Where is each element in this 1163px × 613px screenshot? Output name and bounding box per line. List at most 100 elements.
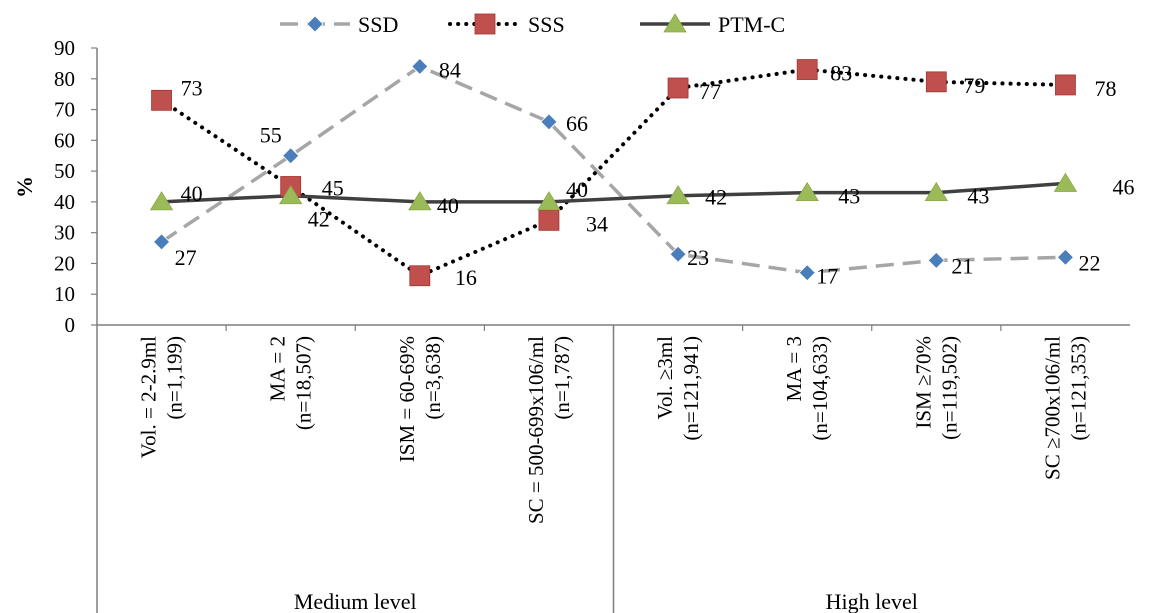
series-line-sss [159, 67, 1068, 279]
y-tick-label: 20 [54, 251, 75, 275]
category-label-7: ISM ≥70%(n=119,502) [911, 336, 961, 440]
category-label-line: (n=121,353) [1066, 336, 1090, 441]
y-tick-label: 50 [54, 159, 75, 183]
category-label-line: (n=104,633) [808, 336, 832, 441]
legend-marker-sss [474, 13, 496, 35]
category-label-line: (n=121,941) [679, 336, 703, 441]
y-tick-label: 10 [54, 282, 75, 306]
marker-ptm-c-5 [666, 184, 690, 205]
category-label-line: (n=1,787) [550, 336, 574, 420]
category-label-2: MA = 2(n=18,507) [266, 336, 316, 430]
marker-sss-4 [538, 209, 560, 231]
axes: 0 10 20 30 40 50 60 70 80 90 Vol. = 2-2.9ml(n=1,19… [54, 36, 1130, 613]
data-label-ptm-c-7: 43 [967, 184, 989, 209]
category-label-line: SC = 500-699x106/ml [524, 336, 548, 524]
legend: SSD SSS PTM-C [280, 12, 785, 37]
y-tick-label: 0 [65, 313, 76, 337]
marker-ptm-c-4 [537, 191, 561, 211]
marker-ssd-3 [411, 57, 429, 76]
marker-ptm-c-1 [149, 191, 174, 211]
category-label-1: Vol. = 2-2.9ml(n=1,199) [137, 336, 187, 458]
legend-label-ssd: SSD [358, 12, 398, 37]
group-label-medium-level: Medium level [294, 589, 417, 613]
category-label-4: SC = 500-699x106/ml(n=1,787) [524, 336, 574, 524]
data-label-ssd-6: 17 [816, 264, 838, 289]
marker-ssd-5 [669, 245, 687, 263]
marker-sss-5 [667, 77, 689, 99]
category-label-3: ISM = 60-69%(n=3,638) [395, 336, 445, 462]
y-axis-label: % [12, 176, 37, 198]
category-label-line: (n=3,638) [421, 336, 445, 420]
series-line-ssd [160, 64, 1066, 275]
marker-ptm-c-3 [408, 191, 432, 211]
marker-sss-6 [796, 59, 818, 80]
series-line-ptm-c [161, 181, 1066, 204]
category-label-line: SC ≥700x106/ml [1040, 336, 1064, 480]
data-label-sss-7: 79 [963, 73, 985, 98]
data-label-ssd-5: 23 [687, 245, 709, 270]
data-label-ptm-c-5: 42 [705, 185, 727, 210]
legend-marker-ssd [306, 15, 324, 33]
data-label-sss-3: 16 [455, 265, 477, 290]
group-label-high-level: High level [826, 589, 918, 613]
category-label-line: ISM = 60-69% [395, 336, 419, 462]
legend-label-sss: SSS [528, 12, 565, 37]
category-label-5: Vol. ≥3ml(n=121,941) [653, 336, 703, 441]
marker-ssd-4 [540, 113, 558, 131]
legend-item-ssd: SSD [280, 12, 398, 37]
category-label-line: Vol. ≥3ml [653, 336, 677, 420]
data-label-ssd-4: 66 [566, 111, 588, 136]
legend-marker-ptm-c [663, 13, 687, 33]
data-label-ptm-c-8: 46 [1112, 174, 1134, 199]
data-label-ssd-3: 84 [439, 57, 461, 82]
y-tick-label: 60 [54, 128, 75, 152]
series-lines [159, 64, 1068, 279]
marker-ssd-1 [152, 233, 171, 251]
data-label-sss-2: 45 [322, 176, 344, 201]
data-label-ssd-7: 21 [951, 253, 973, 278]
marker-sss-1 [151, 89, 172, 111]
y-tick-label: 70 [54, 98, 75, 122]
category-label-line: Vol. = 2-2.9ml [137, 336, 161, 458]
category-label-6: MA = 3(n=104,633) [782, 336, 832, 441]
data-label-ssd-2: 55 [260, 123, 282, 148]
legend-item-sss: SSS [448, 12, 565, 37]
legend-item-ptm-c: PTM-C [640, 12, 785, 37]
data-label-ssd-8: 22 [1078, 250, 1100, 275]
marker-ssd-7 [927, 251, 945, 269]
y-tick-label: 40 [54, 190, 75, 214]
marker-ssd-6 [798, 264, 816, 282]
data-label-sss-8: 78 [1094, 76, 1116, 101]
data-label-ptm-c-2: 42 [308, 207, 330, 232]
category-label-line: MA = 3 [782, 336, 806, 402]
data-label-ptm-c-4: 40 [566, 177, 588, 202]
marker-sss-7 [925, 71, 947, 93]
y-tick-label: 80 [54, 67, 75, 91]
category-label-line: (n=1,199) [163, 336, 187, 420]
data-label-ssd-1: 27 [175, 245, 197, 270]
marker-ptm-c-7 [924, 181, 949, 202]
marker-ptm-c-2 [278, 184, 303, 205]
marker-ptm-c-6 [795, 181, 819, 202]
marker-ssd-2 [282, 147, 300, 165]
data-label-sss-6: 83 [830, 61, 852, 86]
data-label-sss-1: 73 [181, 75, 203, 100]
data-label-sss-4: 34 [586, 211, 608, 236]
marker-ssd-8 [1056, 248, 1075, 266]
series-markers [149, 57, 1078, 287]
data-labels: 27 55 84 66 23 17 21 22 73 45 16 34 77 83 79 78 40 42 40 40… [175, 57, 1135, 289]
y-tick-label: 30 [54, 221, 75, 245]
data-label-ptm-c-6: 43 [838, 184, 860, 209]
y-tick-label: 90 [54, 36, 75, 60]
data-label-sss-5: 77 [699, 79, 721, 104]
category-label-line: (n=119,502) [937, 336, 961, 440]
marker-sss-8 [1055, 74, 1076, 96]
data-label-ptm-c-1: 40 [181, 181, 203, 206]
category-label-line: ISM ≥70% [911, 336, 935, 429]
marker-ptm-c-8 [1053, 172, 1078, 192]
marker-sss-3 [409, 265, 431, 287]
data-label-ptm-c-3: 40 [437, 193, 459, 218]
category-label-8: SC ≥700x106/ml(n=121,353) [1040, 336, 1090, 480]
legend-label-ptm-c: PTM-C [718, 12, 785, 37]
